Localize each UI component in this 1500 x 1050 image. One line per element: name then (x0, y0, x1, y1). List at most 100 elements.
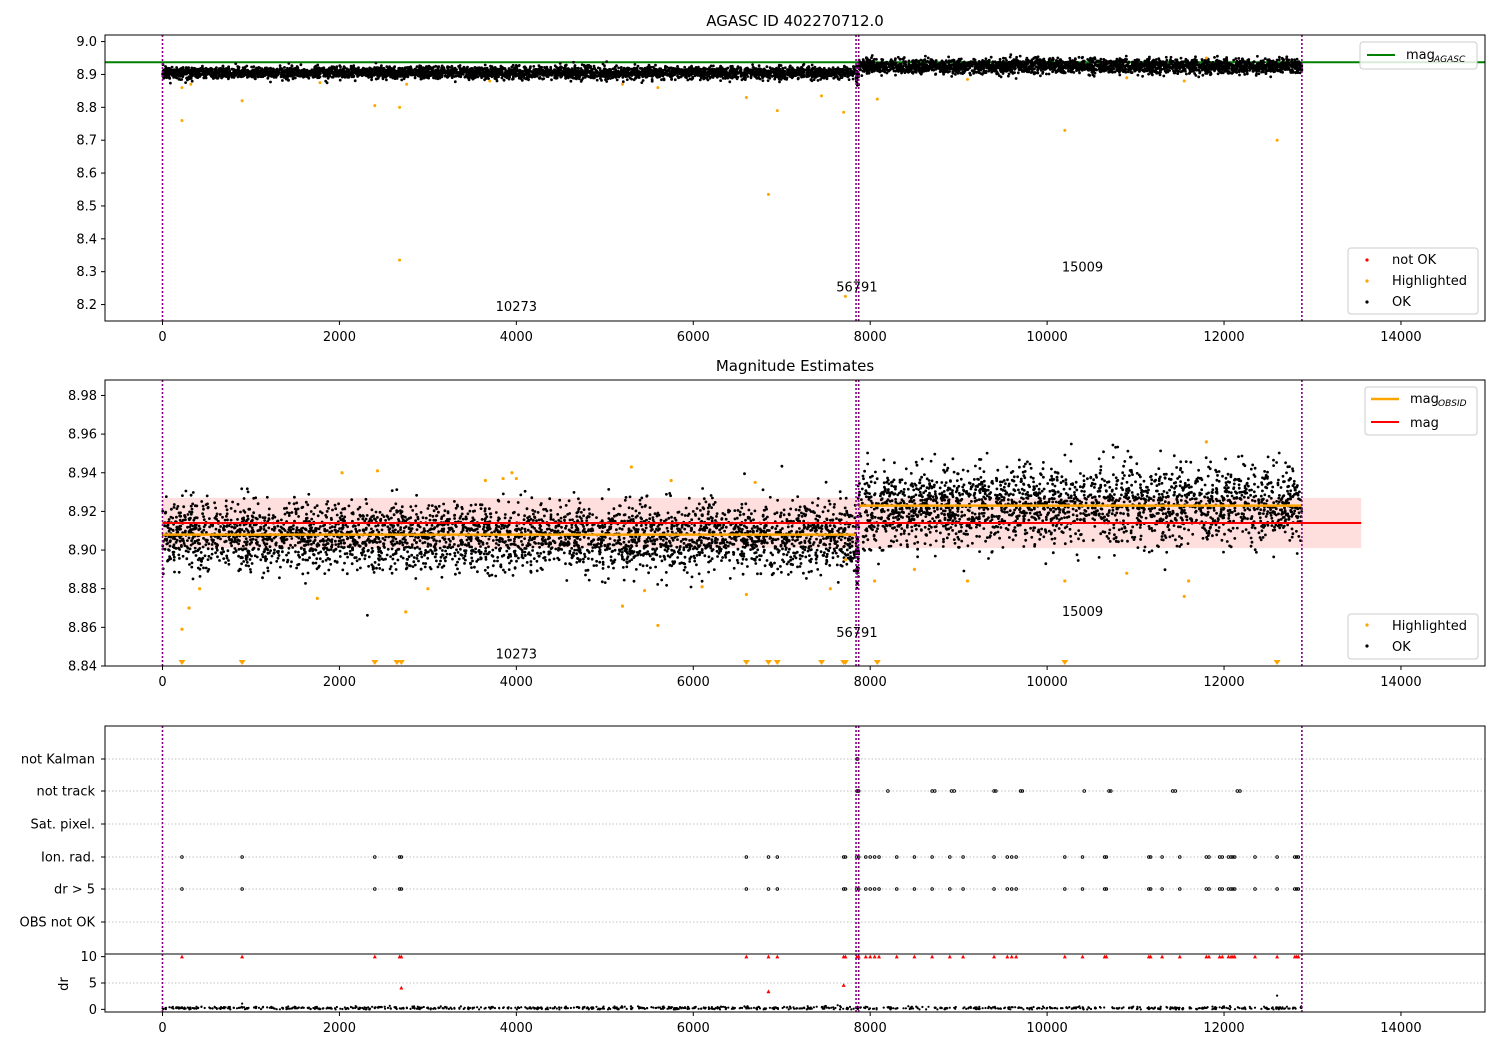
ok-point (601, 62, 605, 66)
ok-point (772, 67, 775, 71)
ok-point (832, 76, 836, 80)
ok-point (777, 76, 780, 79)
ok-point (252, 65, 256, 68)
ok-point (234, 62, 238, 66)
ok-point (196, 76, 200, 79)
ok-point (721, 68, 725, 71)
ok-point (726, 76, 730, 80)
agasc-panel: AGASC ID 402270712.0 0 2000 4000 6000 8000 10… (76, 12, 1486, 345)
ok-point (714, 69, 718, 73)
ok-point (199, 73, 203, 76)
ok-point (442, 68, 446, 71)
ok-point (816, 74, 819, 78)
ok-point (829, 73, 833, 77)
ok-point (337, 72, 341, 75)
ok-point (646, 73, 649, 77)
ok-point (206, 68, 210, 71)
ok-point (370, 78, 373, 82)
ok-point (628, 72, 631, 76)
ok-point (559, 65, 562, 68)
ok-point (269, 80, 272, 84)
ok-point (584, 72, 587, 75)
ok-point (508, 67, 511, 71)
ok-point (669, 75, 673, 79)
ok-point (495, 79, 499, 83)
ok-point (851, 77, 855, 81)
ok-point (757, 64, 761, 68)
ok-point (719, 79, 722, 82)
ok-point (791, 73, 795, 77)
ok-point (581, 73, 585, 77)
ok-point (484, 70, 487, 74)
ok-point (418, 66, 421, 70)
ok-point (807, 67, 811, 71)
ok-point (822, 70, 826, 73)
ok-point (699, 74, 702, 78)
ok-point (467, 72, 471, 75)
ok-point (477, 71, 481, 74)
ok-point (436, 65, 440, 69)
ok-point (278, 64, 282, 67)
ok-point (626, 69, 630, 73)
ok-point (203, 69, 207, 73)
ok-point (777, 65, 781, 68)
ok-point (426, 68, 429, 72)
ok-point (428, 66, 431, 69)
ok-point (341, 72, 345, 76)
ok-point (454, 74, 458, 78)
ok-point (259, 71, 263, 75)
ok-point (547, 69, 551, 72)
ok-point (257, 66, 261, 69)
ok-point (634, 76, 637, 80)
ok-point (570, 70, 574, 74)
ok-point (346, 75, 349, 79)
ok-point (588, 69, 591, 73)
ok-point (384, 72, 387, 76)
ok-point (359, 70, 363, 74)
ok-point (728, 80, 732, 84)
ok-point (421, 66, 425, 69)
ok-point (397, 67, 401, 70)
ok-point (609, 77, 612, 80)
ok-point (459, 75, 463, 79)
ok-point (532, 65, 536, 68)
ok-point (533, 70, 536, 74)
ok-point (644, 67, 647, 71)
ok-point (514, 68, 518, 72)
ok-point (788, 65, 792, 69)
ok-point (295, 68, 299, 72)
ok-point (812, 78, 816, 81)
ok-point (453, 80, 457, 84)
ok-point (635, 66, 639, 70)
ok-point (781, 74, 784, 78)
ok-point (607, 73, 611, 77)
ok-point (1216, 54, 1219, 58)
ok-point (833, 68, 837, 71)
ok-point (325, 71, 328, 75)
ok-point (256, 68, 259, 71)
ok-point (702, 74, 706, 78)
ok-point (180, 70, 184, 74)
ok-point (237, 71, 241, 75)
ok-point (190, 79, 194, 83)
ok-point (221, 69, 225, 72)
ok-point (655, 75, 659, 78)
ok-point (352, 64, 356, 68)
ok-point (413, 76, 417, 80)
ok-point (666, 73, 669, 77)
ok-point (246, 76, 249, 79)
ok-point (637, 71, 640, 75)
ok-point (425, 65, 429, 69)
ok-point (217, 71, 221, 74)
ok-point (586, 66, 589, 69)
ok-point (671, 73, 675, 76)
ok-point (527, 73, 530, 76)
ok-point (287, 68, 291, 72)
ok-point (573, 64, 577, 67)
ok-point (453, 71, 457, 75)
ok-point (490, 67, 494, 71)
ok-point (761, 76, 765, 79)
ok-point (663, 68, 667, 72)
ok-point (263, 69, 267, 73)
